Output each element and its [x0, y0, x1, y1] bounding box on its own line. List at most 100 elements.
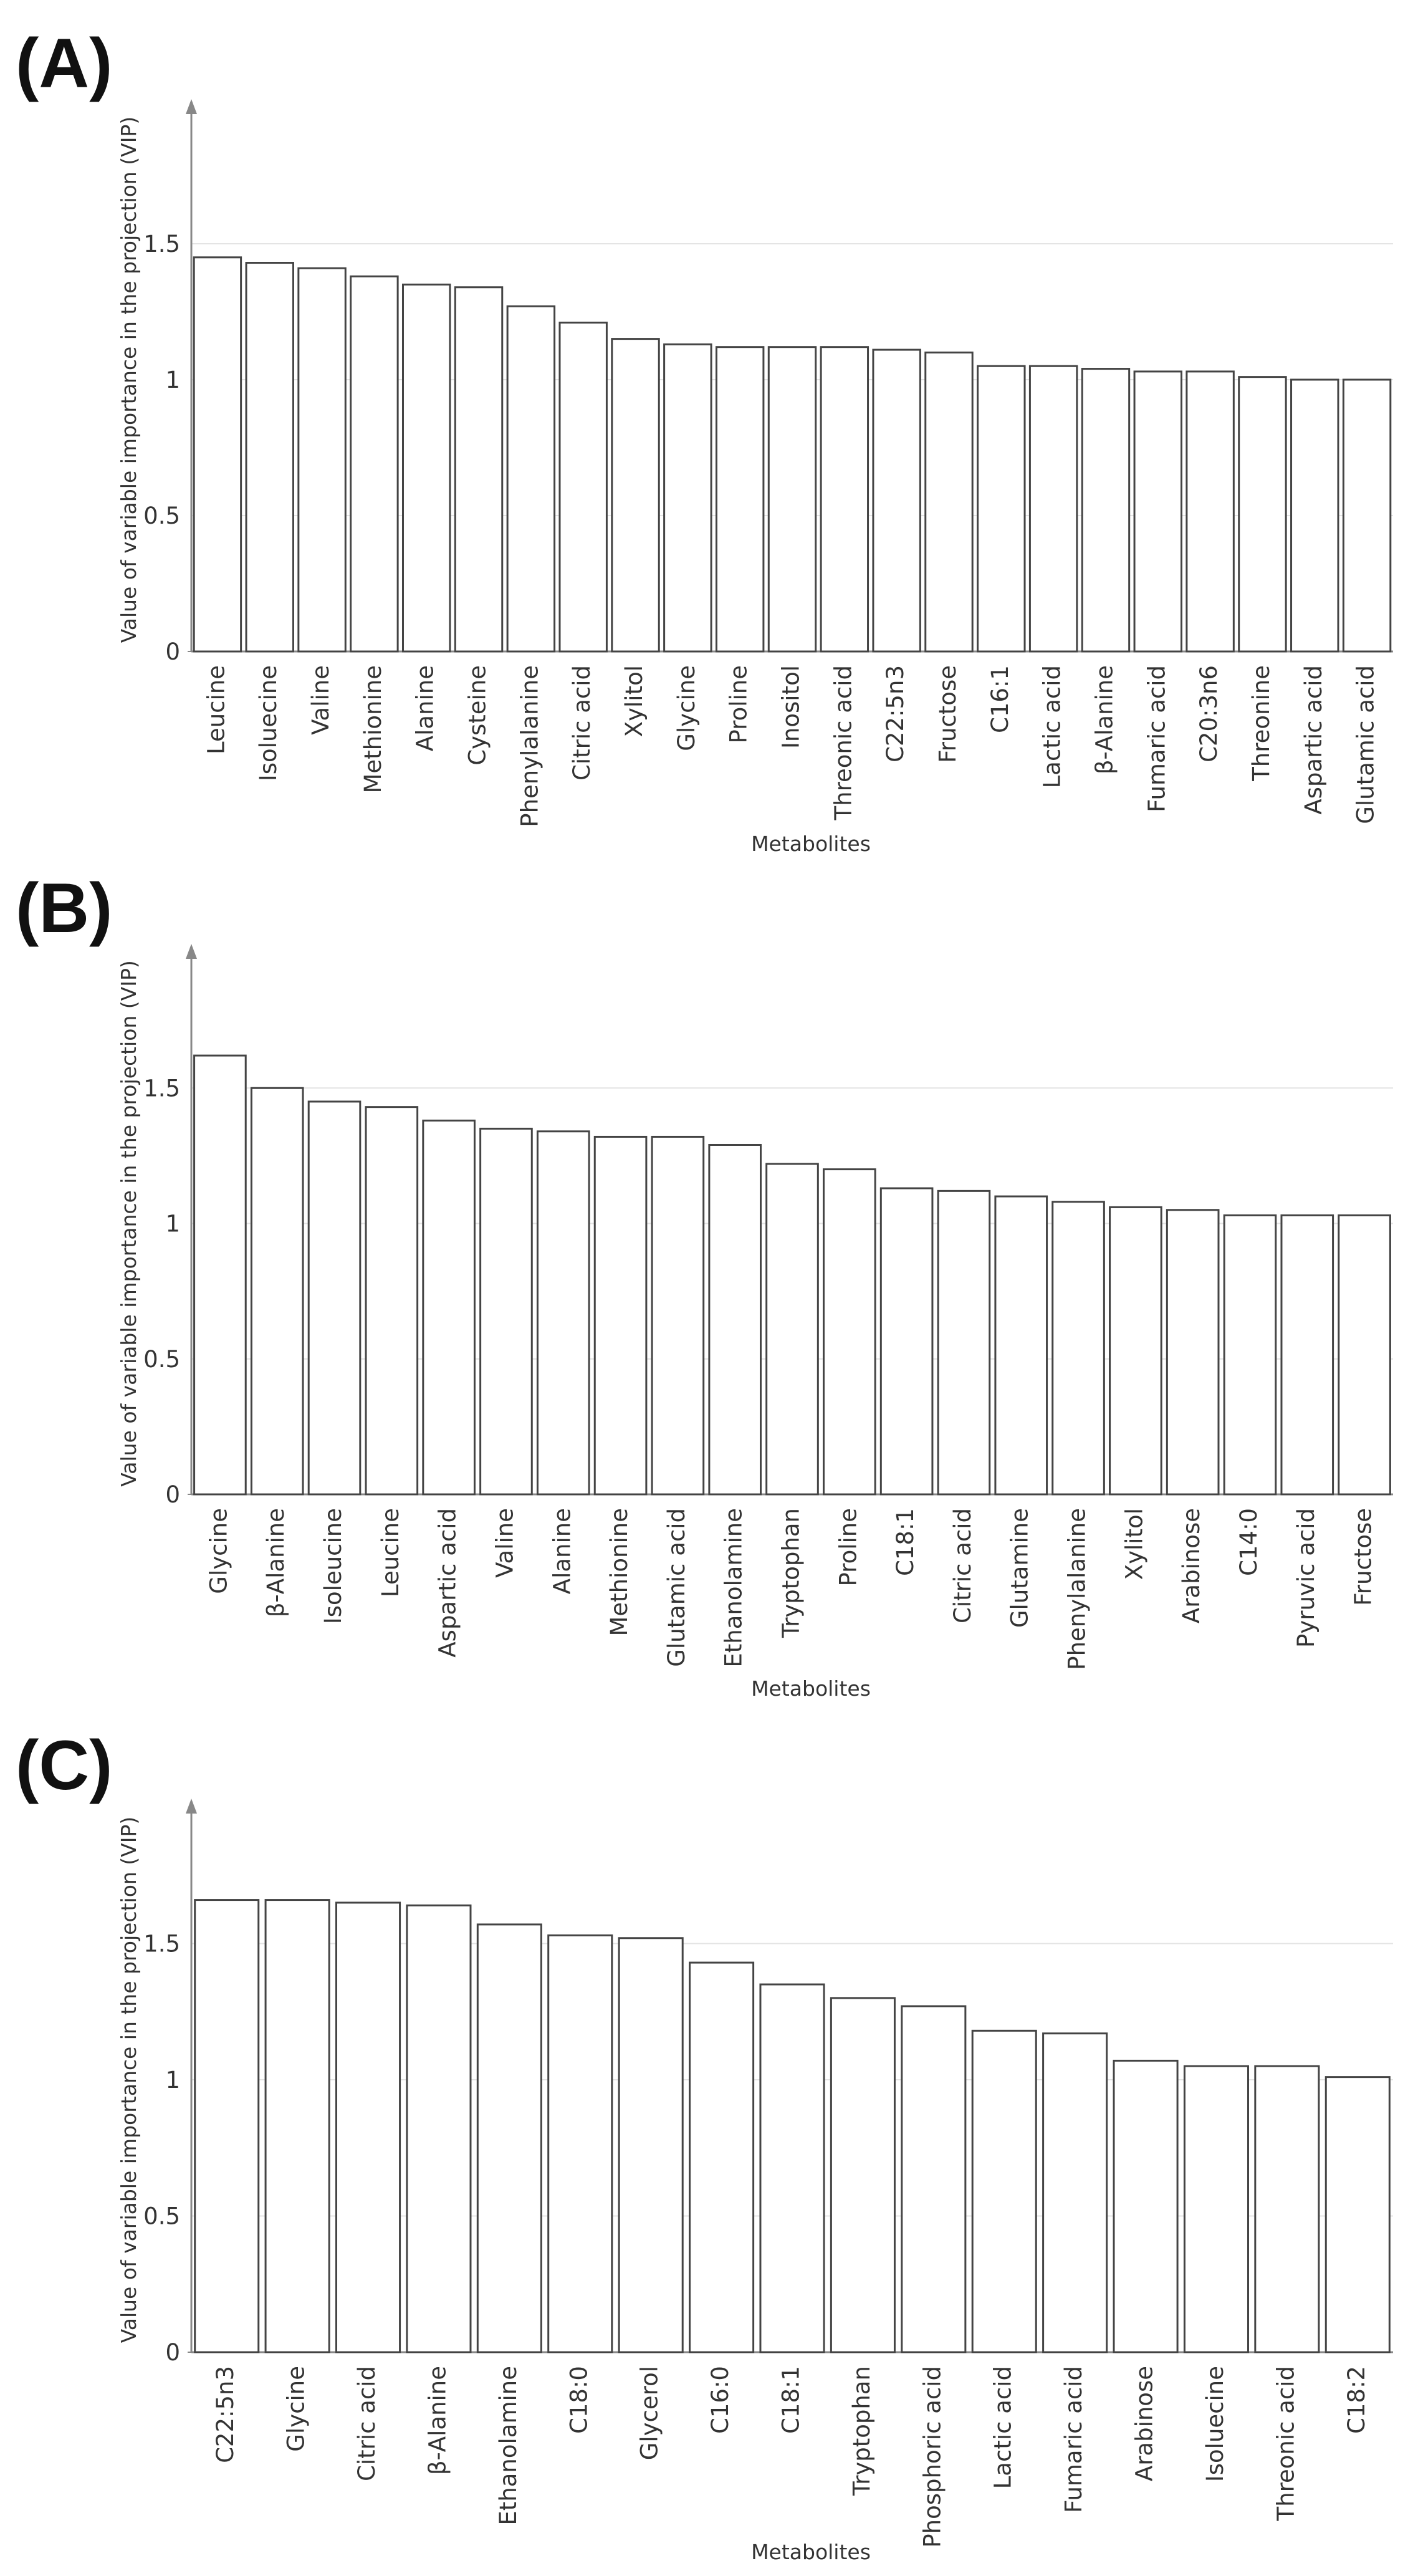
- bar: [689, 1961, 755, 2353]
- x-tick-label: Alanine: [548, 1508, 575, 1594]
- x-tick-label: Leucine: [203, 665, 229, 754]
- panel-label: (B): [16, 869, 112, 947]
- bar: [1113, 2059, 1179, 2353]
- x-tick-label: C18:2: [1343, 2366, 1370, 2434]
- x-tick-label: Lactic acid: [1039, 665, 1066, 788]
- bar: [1028, 365, 1078, 653]
- y-axis-title: Value of variable importance in the proj…: [117, 117, 141, 643]
- bar: [1051, 1201, 1105, 1496]
- x-tick-label: Phenylalanine: [1064, 1508, 1091, 1670]
- x-tick-label: C16:1: [987, 665, 1013, 733]
- x-tick-label: Threonine: [1248, 665, 1275, 782]
- x-tick-label: Glycine: [283, 2366, 310, 2452]
- bar: [901, 2005, 967, 2353]
- bar: [872, 348, 921, 653]
- x-tick-label: Glycine: [205, 1508, 232, 1594]
- y-tick-label: 0.5: [143, 2203, 180, 2230]
- x-tick-label: C22:5n3: [882, 665, 909, 762]
- bar: [476, 1923, 542, 2353]
- x-tick-label: Cysteine: [464, 665, 491, 766]
- bar: [335, 1901, 401, 2353]
- x-tick-label: Arabinose: [1178, 1508, 1205, 1623]
- x-tick-label: Fructose: [1350, 1508, 1377, 1606]
- bar: [1183, 2065, 1250, 2353]
- y-tick-label: 0.5: [143, 502, 180, 529]
- bar: [558, 321, 608, 653]
- x-tick-label: Fumaric acid: [1143, 665, 1170, 812]
- bar: [765, 1163, 819, 1496]
- y-tick-label: 1: [165, 367, 180, 393]
- x-tick-label: Aspartic acid: [434, 1508, 461, 1658]
- bar: [547, 1934, 613, 2353]
- bar: [767, 346, 817, 653]
- x-tick-label: Threonic acid: [1272, 2366, 1299, 2521]
- x-tick-label: Glycerol: [636, 2366, 663, 2460]
- bar: [994, 1195, 1048, 1496]
- x-tick-label: Alanine: [412, 665, 439, 751]
- y-tick-label: 0: [165, 638, 180, 665]
- x-tick-label: Valine: [491, 1508, 518, 1578]
- x-tick-label: Methionine: [360, 665, 386, 794]
- axis-arrow: [186, 99, 197, 114]
- bar: [1290, 378, 1339, 653]
- x-tick-label: Ethanolamine: [721, 1508, 747, 1668]
- x-tick-label: β-Alanine: [424, 2366, 451, 2475]
- x-tick-label: β-Alanine: [262, 1508, 289, 1617]
- bar: [937, 1189, 991, 1496]
- x-tick-label: Proline: [835, 1508, 861, 1586]
- axis-arrow: [186, 944, 197, 959]
- bar: [618, 1937, 684, 2353]
- x-tick-label: β-Alanine: [1091, 665, 1118, 774]
- x-tick-label: Isoluecine: [1202, 2366, 1229, 2482]
- bar: [759, 1983, 825, 2353]
- bar: [193, 1054, 247, 1496]
- x-tick-label: Pyruvic acid: [1293, 1508, 1320, 1648]
- x-tick-label: Citric acid: [949, 1508, 976, 1623]
- bar: [1185, 370, 1235, 653]
- x-tick-label: Inositol: [778, 665, 805, 749]
- x-tick-label: Citric acid: [353, 2366, 380, 2481]
- x-tick-label: Aspartic acid: [1300, 665, 1327, 815]
- bar: [715, 346, 765, 653]
- bar: [1280, 1214, 1334, 1496]
- x-tick-label: Ethanolamine: [495, 2366, 522, 2526]
- x-tick-label: Methionine: [606, 1508, 633, 1636]
- panel-label: (C): [16, 1726, 112, 1804]
- x-tick-label: Proline: [726, 665, 752, 743]
- bar: [593, 1135, 648, 1496]
- x-tick-label: Fumaric acid: [1060, 2366, 1087, 2513]
- x-tick-label: Citric acid: [568, 665, 595, 781]
- x-tick-label: C20:3n6: [1195, 665, 1222, 762]
- y-tick-label: 1.5: [143, 1931, 180, 1958]
- y-tick-label: 0: [165, 1481, 180, 1508]
- x-tick-label: C18:1: [778, 2366, 805, 2434]
- axis-arrow: [186, 1799, 197, 1814]
- y-tick-label: 1.5: [143, 1075, 180, 1102]
- x-tick-label: Phosphoric acid: [919, 2366, 946, 2548]
- x-tick-label: Threonic acid: [830, 665, 856, 820]
- bar: [1081, 368, 1131, 653]
- x-tick-label: C14:0: [1235, 1508, 1262, 1576]
- bar: [830, 1997, 896, 2353]
- bar: [1133, 370, 1183, 653]
- bar: [297, 267, 347, 653]
- x-axis-title: Metabolites: [751, 832, 871, 856]
- bar: [1042, 2032, 1108, 2353]
- bar: [401, 283, 451, 653]
- bar: [194, 1899, 260, 2353]
- x-tick-label: Isoleucine: [320, 1508, 347, 1624]
- x-tick-label: Glutamic acid: [663, 1508, 690, 1667]
- x-tick-label: Phenylalanine: [516, 665, 543, 827]
- x-tick-label: Glycine: [673, 665, 700, 751]
- x-tick-label: C16:0: [707, 2366, 734, 2434]
- bar: [611, 338, 660, 653]
- bar: [822, 1168, 876, 1496]
- y-tick-label: 1: [165, 1211, 180, 1238]
- bar: [1324, 2076, 1391, 2353]
- x-tick-label: Arabinose: [1131, 2366, 1158, 2481]
- y-tick-label: 0: [165, 2339, 180, 2366]
- x-axis-title: Metabolites: [751, 2540, 871, 2564]
- x-tick-label: Xylitol: [1121, 1508, 1147, 1580]
- x-tick-label: Leucine: [377, 1508, 404, 1597]
